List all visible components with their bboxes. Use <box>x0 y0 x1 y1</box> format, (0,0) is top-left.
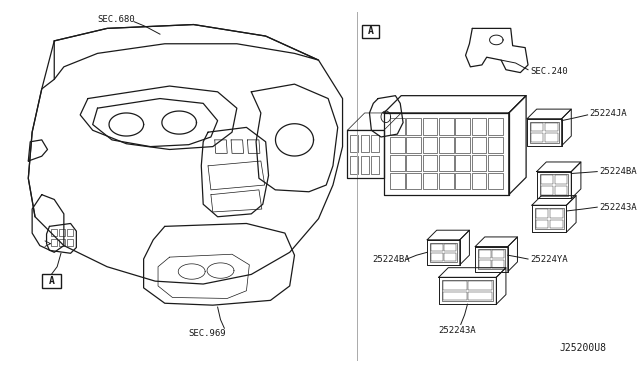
Bar <box>488 118 502 135</box>
Bar <box>536 209 548 218</box>
Bar <box>67 239 72 246</box>
Bar <box>540 174 568 196</box>
Bar <box>51 239 57 246</box>
Text: SEC.680: SEC.680 <box>97 15 135 24</box>
Bar <box>59 239 65 246</box>
Bar <box>59 229 65 236</box>
Bar <box>350 156 358 173</box>
Bar <box>545 122 558 131</box>
Bar <box>444 244 456 251</box>
Bar <box>439 155 454 171</box>
Bar <box>488 137 502 153</box>
Bar <box>536 219 548 228</box>
Bar <box>406 118 421 135</box>
Bar <box>431 253 442 261</box>
Bar <box>456 155 470 171</box>
Bar <box>468 281 492 290</box>
Bar <box>361 135 369 153</box>
Bar <box>42 275 61 288</box>
Bar <box>555 186 568 195</box>
Bar <box>406 173 421 189</box>
Text: 25224JA: 25224JA <box>589 109 627 118</box>
Text: 25224BA: 25224BA <box>372 254 410 263</box>
Bar <box>479 250 490 258</box>
Bar <box>51 229 57 236</box>
Text: 252243A: 252243A <box>438 326 476 335</box>
Bar <box>550 219 563 228</box>
Text: 25224BA: 25224BA <box>599 167 637 176</box>
Bar <box>371 135 379 153</box>
Bar <box>472 155 486 171</box>
Bar <box>555 176 568 184</box>
Bar <box>530 122 559 143</box>
Bar <box>423 137 437 153</box>
Bar <box>390 173 404 189</box>
Bar <box>423 118 437 135</box>
Bar <box>541 186 553 195</box>
Bar <box>442 292 467 300</box>
Bar <box>456 137 470 153</box>
Text: 252243A: 252243A <box>599 203 637 212</box>
Bar <box>492 260 504 268</box>
Bar <box>431 244 442 251</box>
Bar <box>545 133 558 142</box>
Bar <box>350 135 358 153</box>
Bar <box>423 155 437 171</box>
Bar <box>479 260 490 268</box>
Bar <box>406 137 421 153</box>
Bar <box>442 281 467 290</box>
Bar <box>361 156 369 173</box>
Bar <box>541 176 553 184</box>
Bar <box>531 122 543 131</box>
Bar <box>362 25 379 38</box>
Bar <box>472 118 486 135</box>
Bar <box>444 253 456 261</box>
Text: 25224YA: 25224YA <box>530 254 568 263</box>
Bar <box>390 137 404 153</box>
Text: SEC.969: SEC.969 <box>189 330 227 339</box>
Text: A: A <box>49 276 54 286</box>
Bar <box>550 209 563 218</box>
Bar <box>439 118 454 135</box>
Bar <box>535 208 564 229</box>
Bar <box>468 292 492 300</box>
Bar <box>456 118 470 135</box>
Bar <box>430 243 457 262</box>
Bar <box>492 250 504 258</box>
Bar <box>423 173 437 189</box>
Bar <box>472 173 486 189</box>
Bar <box>406 155 421 171</box>
Bar <box>439 137 454 153</box>
Bar <box>488 173 502 189</box>
Bar <box>439 173 454 189</box>
Bar <box>478 250 505 269</box>
Bar <box>390 155 404 171</box>
Bar <box>488 155 502 171</box>
Bar <box>472 137 486 153</box>
Bar <box>390 118 404 135</box>
Bar <box>531 133 543 142</box>
Bar <box>442 280 493 301</box>
Bar <box>67 229 72 236</box>
Text: A: A <box>367 26 373 36</box>
Text: SEC.240: SEC.240 <box>530 67 568 76</box>
Bar <box>456 173 470 189</box>
Text: J25200U8: J25200U8 <box>560 343 607 353</box>
Bar <box>371 156 379 173</box>
